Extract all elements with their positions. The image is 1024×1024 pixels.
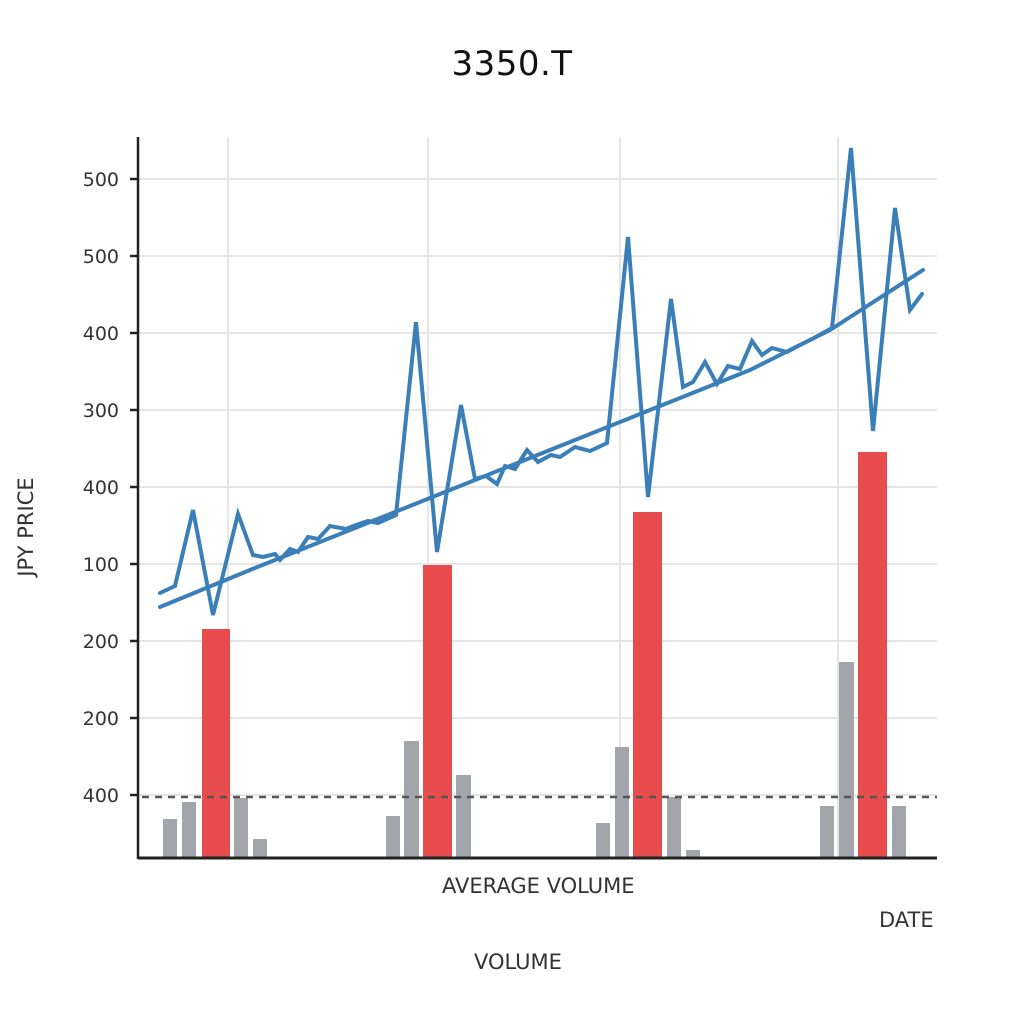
- volume-bar: [839, 662, 854, 858]
- volume-bar: [404, 741, 419, 858]
- volume-bar: [820, 806, 834, 858]
- y-axis-ticks: 500 500 400 300 400 100 200 200 400: [83, 169, 138, 807]
- y-tick-label: 100: [83, 554, 119, 576]
- y-tick-label: 500: [83, 169, 119, 191]
- volume-bar: [163, 819, 177, 858]
- volume-bars: [163, 452, 906, 858]
- average-volume-label: AVERAGE VOLUME: [442, 874, 635, 898]
- volume-spike-bar: [423, 565, 452, 858]
- y-tick-label: 400: [83, 323, 119, 345]
- volume-spike-bar: [633, 512, 662, 858]
- y-axis-label: JPY PRICE: [14, 477, 38, 577]
- trend-line: [158, 268, 925, 609]
- y-tick-label: 300: [83, 400, 119, 422]
- axes: [136, 137, 937, 860]
- volume-bar: [456, 775, 471, 858]
- volume-bar: [182, 802, 196, 858]
- y-tick-label: 500: [83, 246, 119, 268]
- gridlines: [138, 137, 937, 858]
- volume-label: VOLUME: [474, 950, 562, 974]
- price-line: [158, 147, 924, 616]
- volume-spike-bar: [858, 452, 887, 858]
- volume-bar: [667, 797, 681, 858]
- volume-bar: [234, 798, 248, 858]
- y-tick-label: 200: [83, 631, 119, 653]
- y-tick-label: 200: [83, 708, 119, 730]
- volume-bar: [615, 747, 629, 858]
- volume-bar: [253, 839, 267, 858]
- x-axis-label: DATE: [879, 908, 934, 932]
- price-lines: [158, 147, 925, 616]
- chart-title: 3350.T: [451, 44, 573, 84]
- volume-bar: [686, 850, 700, 858]
- volume-bar: [596, 823, 610, 858]
- volume-spike-bar: [202, 629, 230, 858]
- y-tick-label: 400: [83, 477, 119, 499]
- y-tick-label: 400: [83, 785, 119, 807]
- volume-bar: [892, 806, 906, 858]
- volume-bar: [386, 816, 400, 858]
